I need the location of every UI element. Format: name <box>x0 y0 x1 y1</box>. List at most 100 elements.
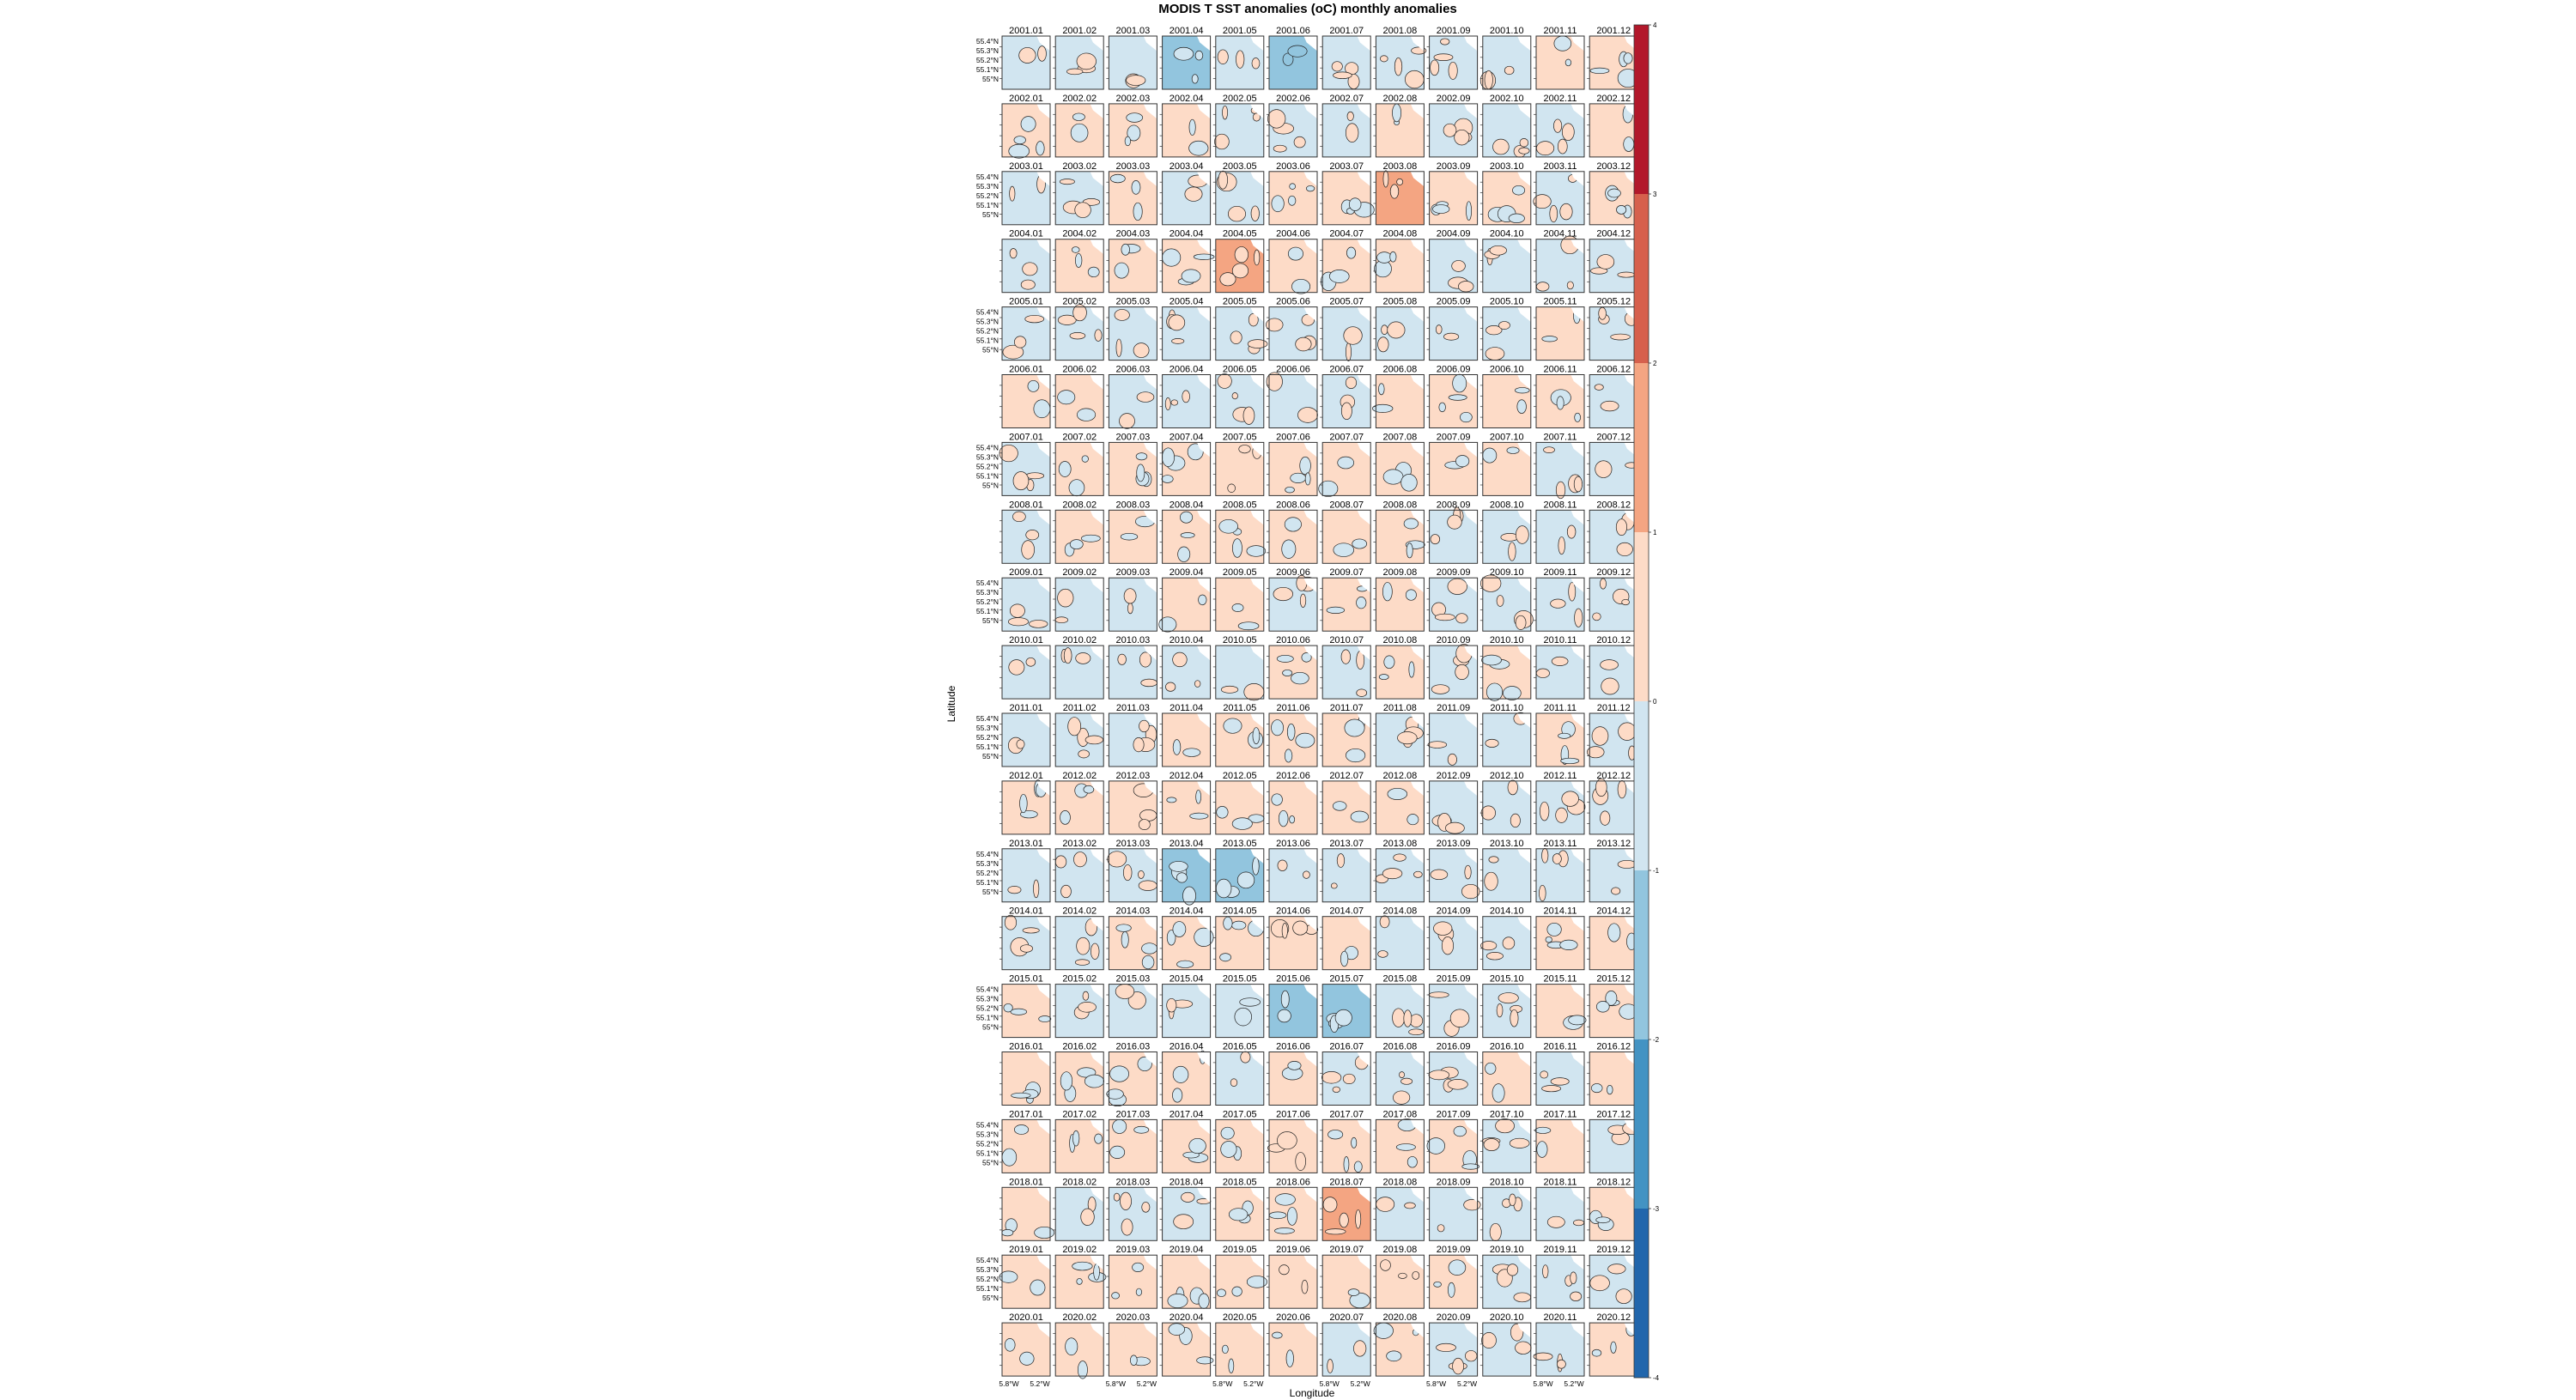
panel-fill <box>1109 442 1157 496</box>
anomaly-contour <box>1230 330 1242 344</box>
anomaly-contour <box>1515 615 1527 630</box>
colorbar-tick-label: 4 <box>1653 21 1657 29</box>
anomaly-contour <box>1094 1133 1103 1144</box>
land-mask <box>1303 510 1317 525</box>
panel-frame <box>1321 1118 1371 1173</box>
anomaly-contour <box>1449 1009 1470 1027</box>
anomaly-contour <box>1394 57 1403 76</box>
panel-frame <box>1001 848 1051 903</box>
panel-title: 2005.06 <box>1276 297 1310 307</box>
land-mask <box>1143 1187 1157 1203</box>
map-panel: 2003.06 <box>1267 161 1318 226</box>
anomaly-contour <box>1012 511 1026 523</box>
panel-title: 2012.01 <box>1009 771 1043 781</box>
anomaly-contour <box>1376 1197 1395 1212</box>
anomaly-contour <box>1057 588 1074 608</box>
land-mask <box>1036 374 1050 390</box>
panel-fill <box>1376 645 1425 700</box>
map-panel: 2007.09 <box>1426 432 1479 496</box>
land-mask <box>1250 442 1264 458</box>
land-mask <box>1517 780 1531 797</box>
panel-frame <box>1162 1186 1212 1241</box>
panel-fill <box>1055 1187 1104 1241</box>
map-panel: 2007.12 <box>1587 432 1638 496</box>
anomaly-contour <box>1574 608 1583 627</box>
anomaly-contour <box>1550 1077 1570 1086</box>
anomaly-contour <box>1550 598 1566 609</box>
land-mask <box>1196 1052 1211 1067</box>
map-panel: 2011.12 <box>1586 703 1638 767</box>
panel-frame <box>1482 103 1532 158</box>
panel-title: 2017.08 <box>1383 1109 1418 1119</box>
map-panel: 2003.11 <box>1533 161 1585 226</box>
anomaly-contour <box>1376 252 1393 264</box>
map-panel: 2012.05 <box>1212 771 1265 835</box>
anomaly-contour <box>999 1270 1018 1283</box>
anomaly-contour <box>1382 469 1404 485</box>
land-mask <box>1090 306 1104 322</box>
panel-frame <box>1535 984 1585 1039</box>
lat-tick-label: 55.1°N <box>976 1284 999 1293</box>
map-panel: 2020.115.8°W 5.2°W <box>1533 1312 1585 1388</box>
land-mask <box>1036 713 1050 729</box>
anomaly-contour <box>1234 246 1249 264</box>
anomaly-contour <box>1321 1071 1342 1084</box>
panel-title: 2010.02 <box>1062 635 1097 645</box>
panel-frame <box>1162 441 1212 496</box>
anomaly-contour <box>1121 1218 1133 1236</box>
anomaly-contour <box>1191 74 1199 84</box>
anomaly-contour <box>1069 332 1086 340</box>
anomaly-contour <box>1408 661 1415 678</box>
anomaly-contour <box>1272 1331 1283 1339</box>
land-mask <box>1517 984 1531 999</box>
lat-tick-label: 55.4°N <box>976 985 999 994</box>
anomaly-contour <box>1616 542 1633 556</box>
anomaly-contour <box>1508 542 1516 561</box>
anomaly-contour <box>1322 1197 1338 1213</box>
panel-frame <box>1001 1322 1051 1377</box>
colorbar-segment <box>1634 701 1649 870</box>
panel-title: 2013.11 <box>1544 839 1577 849</box>
land-mask <box>1090 1052 1104 1067</box>
panel-frame <box>1215 780 1265 835</box>
panel-frame <box>1001 577 1051 632</box>
anomaly-contour <box>1348 197 1362 211</box>
panel-frame <box>1268 577 1318 632</box>
lon-tick-label: 5.2°W <box>1457 1379 1477 1388</box>
anomaly-contour <box>1378 674 1389 681</box>
panel-title: 2002.02 <box>1062 94 1097 104</box>
panel-frame <box>1054 35 1104 90</box>
anomaly-contour <box>1510 813 1521 828</box>
anomaly-contour <box>1112 1118 1127 1134</box>
map-panel: 2002.03 <box>1106 94 1157 158</box>
land-mask <box>1463 306 1478 322</box>
panel-frame <box>1375 1052 1425 1106</box>
panel-fill <box>1109 578 1157 632</box>
map-panel: 2020.10 <box>1479 1312 1532 1377</box>
lat-tick-label: 55.3°N <box>976 995 999 1003</box>
anomaly-contour <box>1433 1281 1442 1288</box>
panel-frame <box>1001 984 1051 1039</box>
land-mask <box>1090 578 1104 593</box>
map-panel: 2001.06 <box>1267 26 1318 90</box>
panel-frame <box>1001 35 1051 90</box>
panel-title: 2003.10 <box>1490 161 1524 172</box>
anomaly-contour <box>1198 594 1207 606</box>
anomaly-contour <box>1182 748 1201 757</box>
panel-title: 2014.07 <box>1329 906 1364 917</box>
land-mask <box>1517 916 1531 932</box>
land-mask <box>1571 1119 1584 1135</box>
map-panel: 2005.07 <box>1320 297 1371 361</box>
land-mask <box>1357 306 1371 322</box>
anomaly-contour <box>1482 447 1498 464</box>
panel-fill <box>1269 780 1317 834</box>
panel-title: 2005.08 <box>1383 297 1418 307</box>
panel-title: 2006.02 <box>1062 365 1097 375</box>
panel-frame <box>1162 916 1212 971</box>
anomaly-contour <box>1246 1276 1267 1288</box>
panel-title: 2016.06 <box>1276 1042 1310 1052</box>
anomaly-contour <box>1332 1086 1340 1094</box>
anomaly-contour <box>1246 545 1267 557</box>
panel-title: 2017.02 <box>1062 1109 1097 1119</box>
